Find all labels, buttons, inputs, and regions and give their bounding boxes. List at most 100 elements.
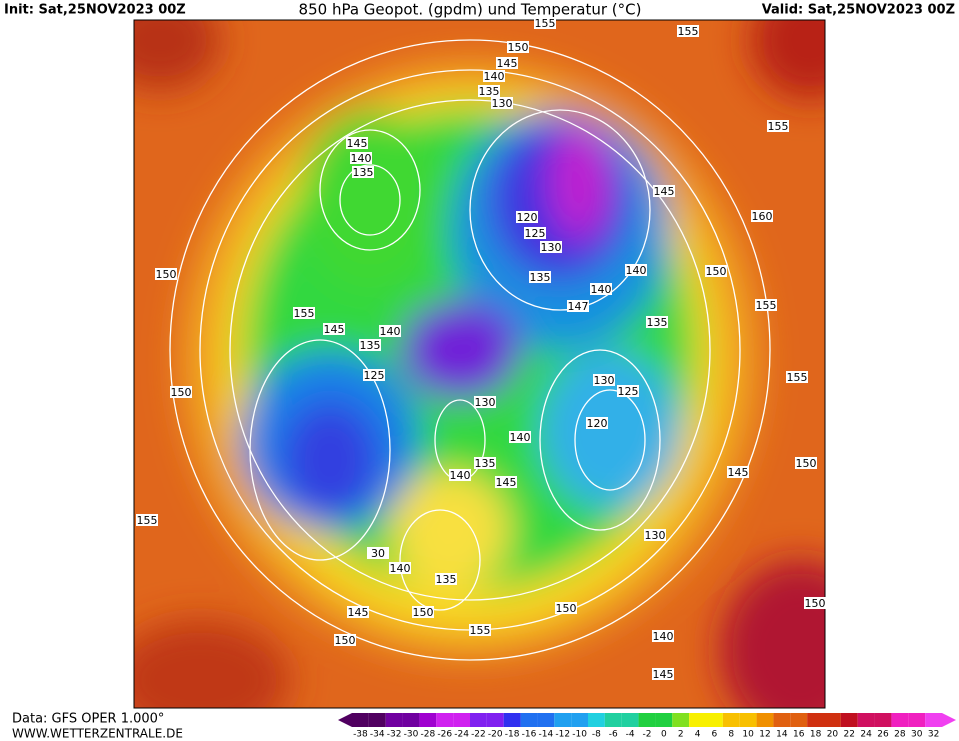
- colorbar-tick-label: 4: [695, 730, 701, 740]
- contour-label: 140: [510, 431, 531, 444]
- colorbar-box: [537, 713, 555, 727]
- colorbar-box: [419, 713, 437, 727]
- colorbar-tick-label: -2: [643, 730, 652, 740]
- contour-label-bg: [334, 634, 356, 646]
- contour-label-bg: [586, 417, 608, 429]
- colorbar-box: [722, 713, 740, 727]
- contour-label-bg: [367, 547, 389, 559]
- contour-label-bg: [346, 137, 368, 149]
- colorbar-tick-label: -14: [539, 730, 554, 740]
- contour-label-bg: [323, 323, 345, 335]
- contour-label-bg: [652, 630, 674, 642]
- colorbar-box: [588, 713, 605, 727]
- colorbar-box: [621, 713, 639, 727]
- contour-label: 155: [756, 299, 777, 312]
- contour-label-bg: [491, 97, 513, 109]
- colorbar-box: [638, 713, 656, 727]
- contour-label: 145: [348, 606, 369, 619]
- contour-label-bg: [474, 396, 496, 408]
- contour-label: 125: [618, 385, 639, 398]
- colorbar-tick-label: 30: [911, 730, 923, 740]
- colorbar-box: [554, 713, 572, 727]
- contour-label-bg: [155, 268, 177, 280]
- colorbar-tick-label: 14: [776, 730, 788, 740]
- colorbar-box: [891, 713, 909, 727]
- contour-label: 145: [654, 185, 675, 198]
- site-url: WWW.WETTERZENTRALE.DE: [12, 727, 183, 741]
- contour-label-bg: [449, 469, 471, 481]
- contour-label-bg: [653, 185, 675, 197]
- colorbar-tick-label: -10: [572, 730, 587, 740]
- contour-label: 135: [479, 85, 500, 98]
- colorbar-tick-label: 12: [759, 730, 770, 740]
- contour-label: 135: [436, 573, 457, 586]
- colorbar-low-arrow: [338, 713, 352, 727]
- contour-label-bg: [705, 265, 727, 277]
- colorbar-box: [807, 713, 824, 727]
- contour-label: 155: [470, 624, 491, 637]
- colorbar-box: [520, 713, 538, 727]
- colorbar-box: [874, 713, 892, 727]
- contour-label-bg: [509, 431, 531, 443]
- contour-label-bg: [469, 624, 491, 636]
- colorbar-tick-label: -12: [555, 730, 570, 740]
- contour-label: 135: [475, 457, 496, 470]
- colorbar-tick-label: 20: [827, 730, 839, 740]
- contour-label: 135: [353, 166, 374, 179]
- colorbar-box: [604, 713, 622, 727]
- contour-label-bg: [540, 241, 562, 253]
- contour-label: 145: [496, 476, 517, 489]
- colorbar-tick-label: -26: [437, 730, 452, 740]
- colorbar-box: [470, 713, 487, 727]
- contour-label-bg: [389, 562, 411, 574]
- contour-label-bg: [804, 597, 826, 609]
- contour-label: 155: [137, 514, 158, 527]
- contour-label: 155: [678, 25, 699, 38]
- colorbar-tick-label: 0: [661, 730, 667, 740]
- contour-label: 150: [508, 41, 529, 54]
- contour-label: 130: [475, 396, 496, 409]
- valid-label: Valid: Sat,25NOV2023 00Z: [762, 3, 955, 18]
- contour-label-bg: [534, 17, 556, 29]
- contour-label: 135: [360, 339, 381, 352]
- colorbar-tick-label: -6: [609, 730, 618, 740]
- contour-label-bg: [352, 166, 374, 178]
- contour-label: 150: [556, 602, 577, 615]
- contour-label-bg: [293, 307, 315, 319]
- map-field: [134, 20, 825, 708]
- contour-label-bg: [795, 457, 817, 469]
- contour-label-bg: [478, 85, 500, 97]
- contour-label-bg: [136, 514, 158, 526]
- contour-label: 145: [324, 323, 345, 336]
- contour-label-bg: [767, 120, 789, 132]
- colorbar-tick-label: -32: [387, 730, 402, 740]
- contour-label: 145: [347, 137, 368, 150]
- contour-label-bg: [644, 529, 666, 541]
- colorbar-tick-label: -38: [353, 730, 368, 740]
- contour-label-bg: [529, 271, 551, 283]
- contour-label: 135: [530, 271, 551, 284]
- colorbar-tick-label: 6: [712, 730, 718, 740]
- colorbar-tick-label: 18: [810, 730, 822, 740]
- contour-label: 150: [171, 386, 192, 399]
- colorbar-tick-label: -28: [421, 730, 436, 740]
- contour-label-bg: [652, 668, 674, 680]
- contour-label: 145: [497, 57, 518, 70]
- contour-label: 140: [450, 469, 471, 482]
- colorbar-tick-label: -4: [626, 730, 635, 740]
- contour-label-bg: [625, 264, 647, 276]
- colorbar-box: [571, 713, 588, 727]
- map-title: 850 hPa Geopot. (gpdm) und Temperatur (°…: [299, 1, 642, 19]
- contour-label-bg: [474, 457, 496, 469]
- colorbar-tick-label: 10: [742, 730, 754, 740]
- colorbar-box: [840, 713, 858, 727]
- colorbar-tick-label: 8: [728, 730, 734, 740]
- contour-label-bg: [435, 573, 457, 585]
- contour-label: 140: [591, 283, 612, 296]
- colorbar-tick-label: -30: [404, 730, 419, 740]
- colorbar-tick-label: 2: [678, 730, 684, 740]
- data-source: Data: GFS OPER 1.000°: [12, 712, 164, 727]
- contour-label: 150: [156, 268, 177, 281]
